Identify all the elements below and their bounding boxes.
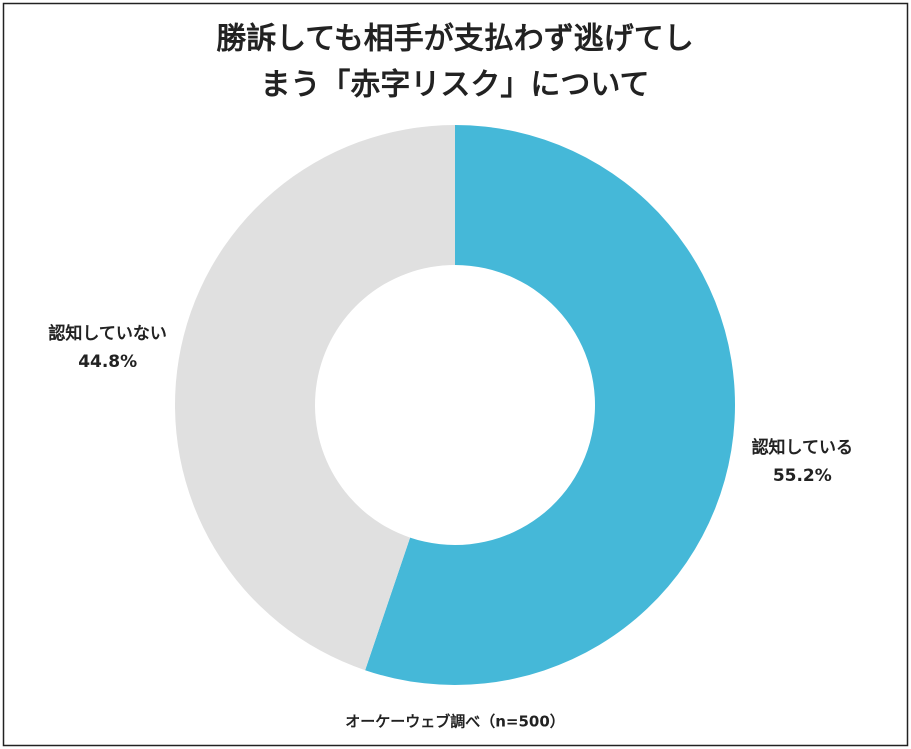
slice-label: 認知していない bbox=[48, 323, 167, 344]
slice bbox=[175, 125, 455, 671]
source-note: オーケーウェブ調べ（n=500） bbox=[345, 713, 565, 731]
chart-title: まう「赤字リスク」について bbox=[260, 68, 649, 103]
value-label: 55.2% bbox=[773, 466, 832, 486]
slice bbox=[365, 125, 736, 685]
slice-label: 認知している bbox=[752, 437, 854, 458]
chart-title: 勝訴しても相手が支払わず逃げてし bbox=[216, 22, 694, 57]
value-label: 44.8% bbox=[78, 352, 137, 372]
